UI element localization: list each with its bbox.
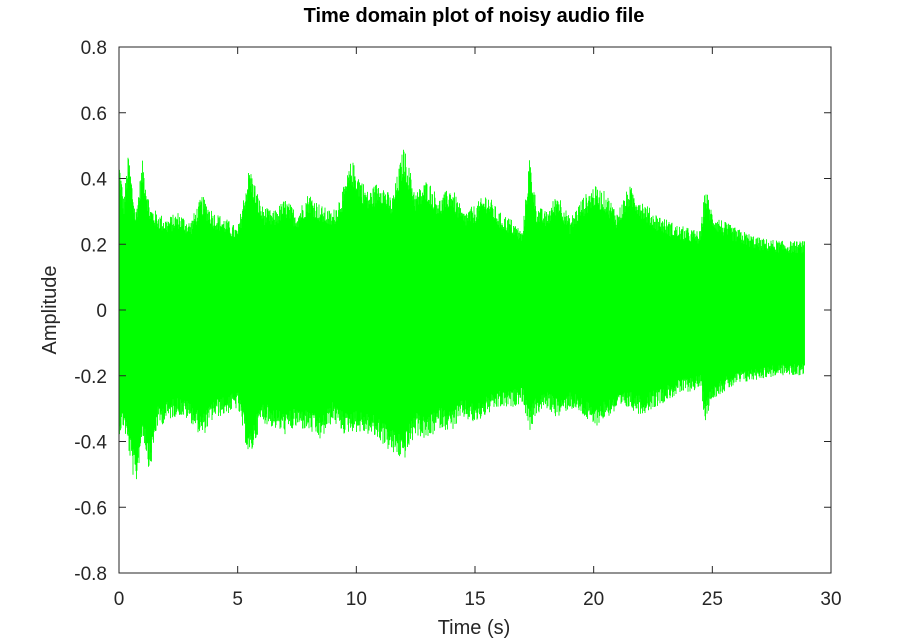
chart-title: Time domain plot of noisy audio file: [304, 5, 645, 27]
x-tick-label: 5: [232, 589, 243, 610]
x-tick-label: 0: [114, 589, 125, 610]
y-tick-label: -0.4: [74, 433, 107, 454]
plot-area: [118, 46, 832, 574]
y-tick-label: 0.6: [81, 104, 107, 125]
y-axis-label: Amplitude: [39, 266, 61, 355]
y-tick-label: 0.8: [81, 38, 107, 59]
x-axis-label: Time (s): [438, 617, 511, 639]
y-tick-label: 0: [96, 301, 107, 322]
y-tick-label: 0.4: [81, 170, 108, 191]
waveform-trace: [118, 149, 805, 480]
x-axis-ticks: 0 5 10 15 20 25 30: [114, 47, 842, 610]
x-tick-label: 25: [702, 589, 723, 610]
y-tick-label: 0.2: [81, 235, 107, 256]
x-tick-label: 20: [583, 589, 604, 610]
x-tick-label: 15: [464, 589, 485, 610]
y-axis-ticks: 0.8 0.6 0.4 0.2 0 -0.2 -0.4 -0.6 -0.8: [74, 38, 831, 585]
y-tick-label: -0.2: [74, 367, 107, 388]
y-tick-label: -0.6: [74, 498, 107, 519]
x-tick-label: 10: [346, 589, 367, 610]
x-tick-label: 30: [820, 589, 841, 610]
y-tick-label: -0.8: [74, 564, 107, 585]
waveform-series: [118, 149, 805, 480]
